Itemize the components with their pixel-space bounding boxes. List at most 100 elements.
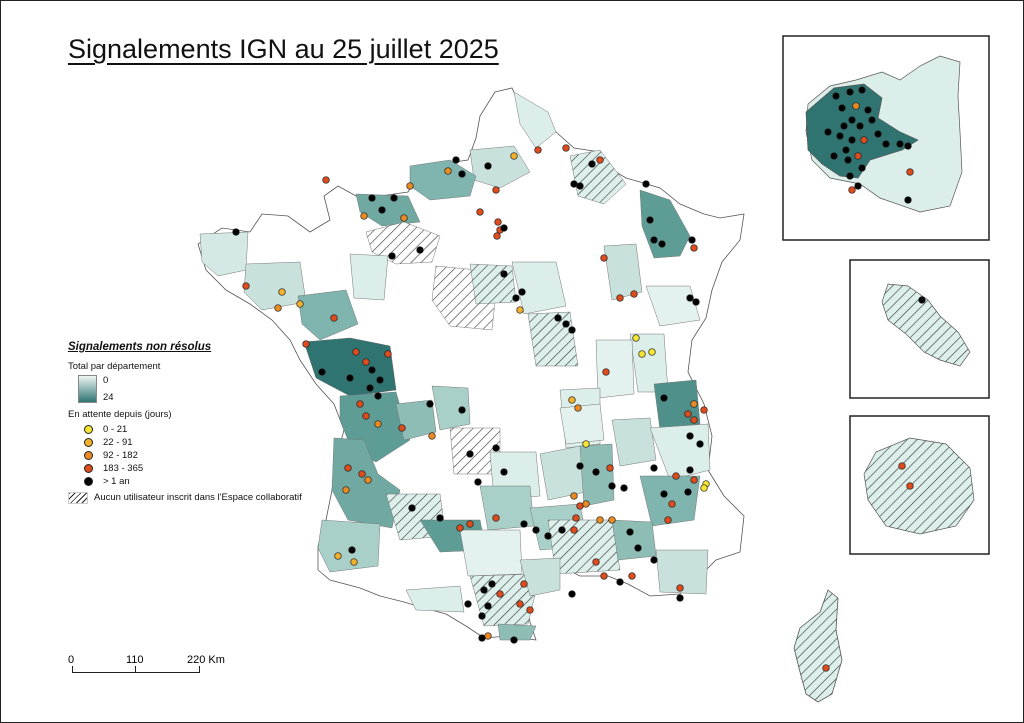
legend-ramp-title: Total par département xyxy=(68,361,161,372)
signalement-point xyxy=(860,136,868,144)
signalement-point xyxy=(458,170,466,178)
signalement-point xyxy=(474,478,482,486)
signalement-point xyxy=(558,526,566,534)
signalement-point xyxy=(296,300,304,308)
signalement-point xyxy=(492,186,500,194)
signalement-point xyxy=(488,580,496,588)
signalement-point xyxy=(840,122,848,130)
signalement-point xyxy=(592,558,600,566)
legend-class: 0 - 21 xyxy=(68,423,338,436)
signalement-point xyxy=(570,180,578,188)
signalement-point xyxy=(608,482,616,490)
signalement-point xyxy=(868,116,876,124)
signalement-point xyxy=(906,482,914,490)
signalement-point xyxy=(570,526,578,534)
legend-hatch-row: Aucun utilisateur inscrit dans l'Espace … xyxy=(68,491,338,504)
signalement-point xyxy=(492,514,500,522)
dot-icon xyxy=(84,451,93,460)
signalement-point xyxy=(493,232,501,240)
scale-label-0: 0 xyxy=(68,654,75,666)
signalement-point xyxy=(576,182,584,190)
signalement-point xyxy=(690,416,698,424)
signalement-point xyxy=(342,486,350,494)
signalement-point xyxy=(568,590,576,598)
signalement-point xyxy=(684,488,692,496)
signalement-point xyxy=(384,350,392,358)
signalement-point xyxy=(362,358,370,366)
signalement-point xyxy=(696,440,704,448)
signalement-point xyxy=(844,156,852,164)
signalement-point xyxy=(466,450,474,458)
signalement-point xyxy=(510,636,518,644)
signalement-point xyxy=(660,394,668,402)
signalement-point xyxy=(466,520,474,528)
color-ramp-bar xyxy=(78,375,97,403)
signalement-point xyxy=(620,484,628,492)
signalement-point xyxy=(544,532,552,540)
signalement-point xyxy=(648,348,656,356)
signalement-point xyxy=(700,484,708,492)
signalement-point xyxy=(278,288,286,296)
map-title: Signalements IGN au 25 juillet 2025 xyxy=(68,34,499,64)
legend-class: > 1 an xyxy=(68,475,338,488)
signalement-point xyxy=(576,462,584,470)
signalement-point xyxy=(518,288,526,296)
signalement-point xyxy=(832,92,840,100)
signalement-point xyxy=(830,152,838,160)
signalement-point xyxy=(658,240,666,248)
signalement-point xyxy=(626,528,634,536)
signalement-point xyxy=(478,634,486,642)
signalement-point xyxy=(838,104,846,112)
signalement-point xyxy=(496,590,504,598)
signalement-point xyxy=(362,412,370,420)
signalement-point xyxy=(532,526,540,534)
signalement-point xyxy=(242,282,250,290)
signalement-point xyxy=(478,612,486,620)
signalement-point xyxy=(688,236,696,244)
signalement-point xyxy=(334,552,342,560)
signalement-point xyxy=(616,578,624,586)
scale-label-110: 110 xyxy=(126,654,144,666)
signalement-point xyxy=(510,152,518,160)
hatch-icon xyxy=(68,491,88,504)
signalement-point xyxy=(562,320,570,328)
signalement-point xyxy=(856,122,864,130)
dot-icon xyxy=(84,438,93,447)
signalement-point xyxy=(350,558,358,566)
signalement-point xyxy=(690,244,698,252)
signalement-point xyxy=(904,142,912,150)
signalement-point xyxy=(364,476,372,484)
signalement-point xyxy=(378,206,386,214)
signalement-point xyxy=(842,146,850,154)
signalement-point xyxy=(600,254,608,262)
signalement-point xyxy=(492,444,500,452)
scale-tick xyxy=(199,666,200,673)
signalement-point xyxy=(692,298,700,306)
signalement-point xyxy=(606,464,614,472)
signalement-point xyxy=(638,350,646,358)
signalement-point xyxy=(358,470,366,478)
signalement-point xyxy=(650,556,658,564)
signalement-point xyxy=(896,140,904,148)
signalement-point xyxy=(456,524,464,532)
signalement-point xyxy=(852,102,860,110)
signalement-point xyxy=(596,516,604,524)
signalement-point xyxy=(500,468,508,476)
france-outline xyxy=(197,87,745,641)
signalement-point xyxy=(858,86,866,94)
signalement-point xyxy=(608,516,616,524)
signalement-point xyxy=(406,182,414,190)
legend: Signalements non résolus Total par dépar… xyxy=(68,341,338,504)
signalement-point xyxy=(824,128,832,136)
legend-class: 22 - 91 xyxy=(68,436,338,449)
signalement-point xyxy=(484,602,492,610)
signalement-point xyxy=(848,186,856,194)
signalement-point xyxy=(568,396,576,404)
signalement-point xyxy=(632,334,640,342)
signalement-point xyxy=(664,516,672,524)
dot-icon xyxy=(84,464,93,473)
legend-heading: Signalements non résolus xyxy=(68,341,212,353)
signalement-point xyxy=(672,472,680,480)
legend-class-label: 183 - 365 xyxy=(103,463,144,474)
